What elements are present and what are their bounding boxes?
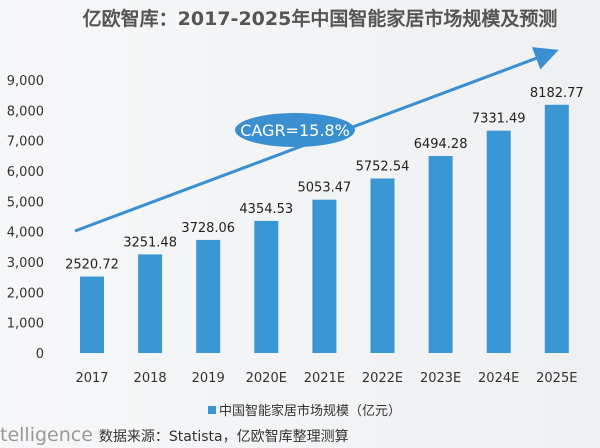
data-label: 2520.72 [65, 258, 119, 273]
y-tick-label: 8,000 [7, 104, 44, 119]
chart-title: 亿欧智库：2017-2025年中国智能家居市场规模及预测 [82, 8, 558, 30]
y-tick-label: 7,000 [7, 135, 44, 150]
bar [254, 220, 279, 353]
x-tick-label: 2021E [304, 371, 345, 386]
x-tick-label: 2018 [134, 371, 167, 386]
data-label: 3728.06 [181, 221, 235, 236]
bar [196, 239, 221, 353]
x-tick-label: 2017 [75, 371, 108, 386]
cagr-ellipse [235, 113, 355, 147]
data-label: 7331.49 [472, 112, 526, 127]
data-label: 6494.28 [414, 137, 468, 152]
x-tick-label: 2025E [536, 371, 577, 386]
x-tick-label: 2020E [246, 371, 287, 386]
bar [544, 104, 569, 353]
data-label: 4354.53 [239, 202, 293, 217]
brand-watermark: telligence [0, 424, 93, 446]
bar [486, 130, 511, 353]
cagr-annotation: CAGR=15.8% [240, 121, 350, 140]
y-tick-label: 6,000 [7, 165, 44, 180]
legend: 中国智能家居市场规模（亿元） [208, 400, 401, 419]
source-text: 数据来源：Statista，亿欧智库整理测算 [98, 429, 349, 445]
bar [138, 254, 163, 353]
bar [428, 156, 453, 353]
bar [370, 178, 395, 353]
y-tick-label: 1,000 [7, 317, 44, 332]
bar [80, 276, 104, 353]
y-tick-label: 2,000 [7, 286, 44, 301]
y-tick-label: 3,000 [7, 256, 44, 271]
bar [312, 199, 337, 353]
x-tick-label: 2023E [420, 371, 461, 386]
x-tick-label: 2022E [362, 371, 403, 386]
source-note: telligence 数据来源：Statista，亿欧智库整理测算 [0, 424, 349, 446]
y-tick-label: 0 [36, 347, 44, 362]
y-tick-label: 4,000 [7, 226, 44, 241]
legend-label: 中国智能家居市场规模（亿元） [219, 404, 402, 419]
data-label: 8182.77 [530, 86, 584, 101]
data-label: 3251.48 [123, 235, 177, 250]
y-tick-label: 5,000 [7, 195, 44, 210]
x-tick-label: 2019 [192, 371, 225, 386]
data-label: 5053.47 [298, 181, 352, 196]
x-tick-label: 2024E [478, 371, 519, 386]
data-label: 5752.54 [356, 160, 410, 175]
legend-swatch [208, 405, 216, 414]
y-tick-label: 9,000 [7, 74, 44, 89]
